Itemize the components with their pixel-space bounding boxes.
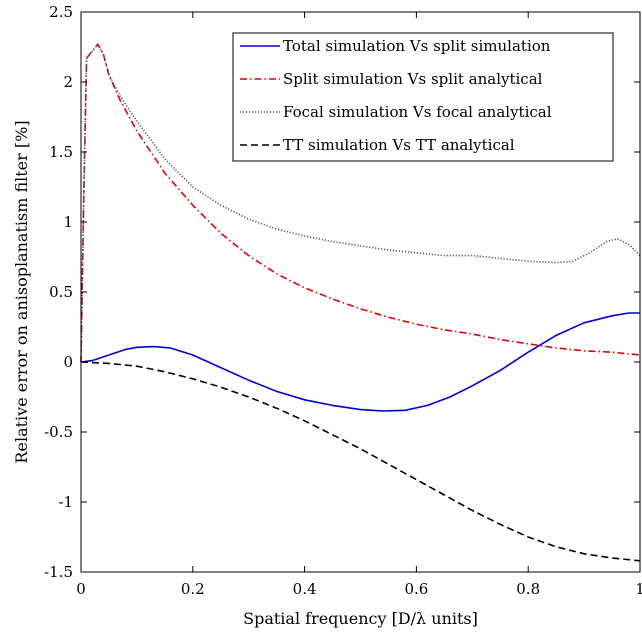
tick-layer: 0 0.2 0.4 0.6 0.8 1 -1.5 -1 -0.5 0 0.5 1 1.5 2 2.5 [44, 3, 642, 598]
x-tick-label: 0.4 [293, 580, 317, 598]
legend-label-3: Focal simulation Vs focal analytical [283, 103, 552, 121]
y-tick-label: 0.5 [49, 283, 73, 301]
series-line-2 [80, 43, 641, 363]
x-tick-label: 1 [635, 580, 642, 598]
y-tick-label: 0 [63, 353, 73, 371]
legend: Total simulation Vs split simulation Spli… [232, 32, 614, 162]
y-tick-label: 1 [63, 213, 73, 231]
x-tick-label: 0.8 [516, 580, 540, 598]
series-line-1 [80, 312, 640, 412]
y-tick-label: -1.5 [44, 563, 73, 581]
legend-label-2: Split simulation Vs split analytical [283, 70, 543, 88]
y-tick-label: 2 [63, 73, 73, 91]
series-line-3 [80, 43, 641, 363]
series-line-4 [80, 361, 641, 562]
y-tick-label: -1 [58, 493, 73, 511]
y-axis-label: Relative error on anisoplanatism filter … [12, 120, 31, 463]
legend-box [232, 32, 614, 162]
x-tick-label: 0.6 [404, 580, 428, 598]
x-tick-label: 0.2 [181, 580, 205, 598]
x-tick-label: 0 [76, 580, 86, 598]
legend-label-4: TT simulation Vs TT analytical [283, 136, 515, 154]
legend-label-1: Total simulation Vs split simulation [283, 37, 551, 55]
y-tick-label: 2.5 [49, 3, 73, 21]
x-axis-label: Spatial frequency [D/λ units] [243, 609, 478, 628]
y-tick-label: 1.5 [49, 143, 73, 161]
y-tick-label: -0.5 [44, 423, 73, 441]
series-layer [80, 43, 641, 562]
